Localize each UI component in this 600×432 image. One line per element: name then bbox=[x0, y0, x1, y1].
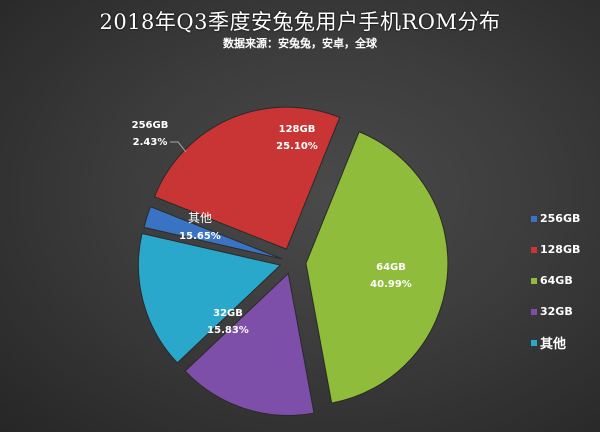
slice-label-category: 其他 bbox=[188, 211, 212, 225]
chart-subtitle: 数据来源：安兔兔，安卓，全球 bbox=[223, 37, 377, 50]
slice-label-category: 64GB bbox=[376, 262, 406, 273]
leader-line bbox=[170, 141, 187, 153]
legend-swatch bbox=[531, 308, 537, 315]
slice-32gb bbox=[184, 272, 315, 416]
legend-item-other: 其他 bbox=[531, 327, 580, 358]
legend-item-64gb: 64GB bbox=[531, 265, 580, 296]
legend: 256GB 128GB 64GB 32GB 其他 bbox=[531, 203, 580, 358]
legend-swatch bbox=[531, 246, 537, 253]
chart-title: 2018年Q3季度安兔兔用户手机ROM分布 bbox=[99, 10, 501, 34]
legend-swatch bbox=[531, 339, 537, 346]
slice-label-percent: 15.65% bbox=[179, 231, 221, 242]
slice-label-category: 256GB bbox=[132, 120, 169, 131]
legend-item-256gb: 256GB bbox=[531, 203, 580, 234]
legend-item-128gb: 128GB bbox=[531, 234, 580, 265]
legend-swatch bbox=[531, 277, 537, 284]
slice-64gb bbox=[305, 131, 449, 404]
slice-label-percent: 25.10% bbox=[276, 141, 318, 152]
slice-128gb bbox=[153, 106, 341, 250]
slice-label-percent: 40.99% bbox=[370, 279, 412, 290]
slice-label-percent: 15.83% bbox=[207, 325, 249, 336]
legend-item-32gb: 32GB bbox=[531, 296, 580, 327]
legend-swatch bbox=[531, 215, 537, 222]
slice-label-percent: 2.43% bbox=[133, 137, 168, 148]
slice-other bbox=[137, 232, 282, 364]
slice-256gb bbox=[143, 206, 283, 260]
slice-label-category: 128GB bbox=[279, 124, 316, 135]
slice-label-category: 32GB bbox=[213, 308, 243, 319]
